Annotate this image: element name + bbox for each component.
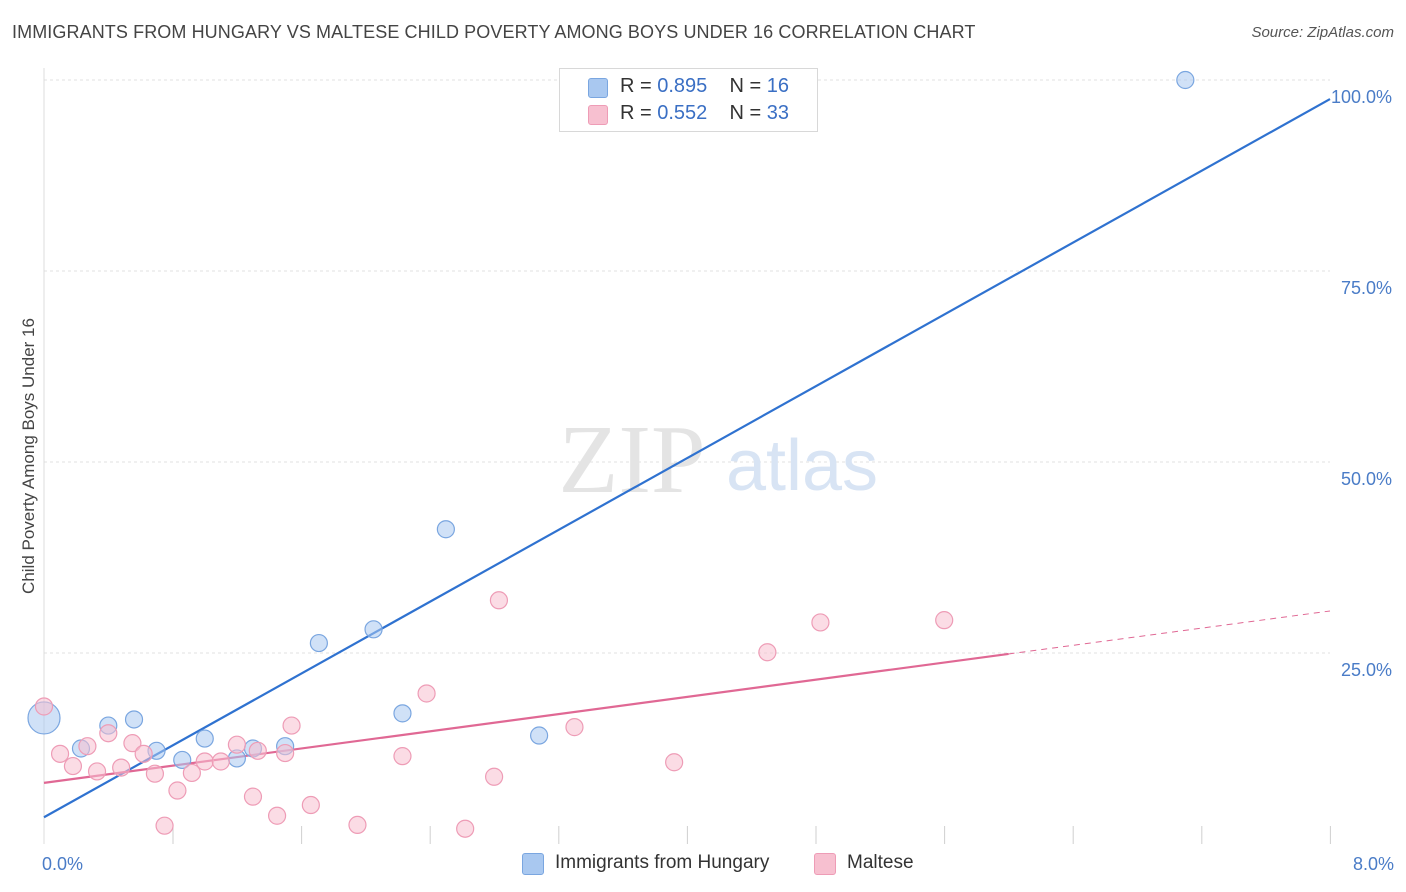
- point-maltese: [417, 684, 436, 703]
- point-maltese: [565, 718, 584, 737]
- point-maltese: [243, 787, 263, 806]
- legend-r-label: R =: [620, 75, 658, 97]
- point-maltese: [34, 697, 54, 716]
- point-maltese: [485, 767, 504, 786]
- legend-n-value: 16: [766, 75, 790, 97]
- legend-r-value: 0.895: [657, 75, 708, 97]
- legend-r-label: R =: [620, 102, 658, 124]
- legend-swatch-hungary: [588, 78, 608, 98]
- point-maltese: [456, 819, 475, 838]
- point-hungary: [530, 726, 549, 745]
- point-maltese: [393, 747, 412, 766]
- point-maltese: [665, 753, 684, 772]
- point-hungary: [1176, 70, 1195, 90]
- point-maltese: [348, 815, 367, 835]
- watermark-atlas: atlas: [726, 426, 878, 506]
- point-maltese: [112, 758, 131, 777]
- point-maltese: [489, 591, 509, 610]
- series-name-hungary: Immigrants from Hungary: [555, 852, 770, 873]
- point-maltese: [758, 643, 777, 662]
- series-swatch-hungary: [522, 853, 544, 875]
- point-maltese: [182, 763, 201, 783]
- point-maltese: [811, 613, 830, 632]
- series-swatch-maltese: [814, 853, 836, 875]
- point-hungary: [436, 520, 455, 539]
- point-maltese: [134, 744, 153, 763]
- point-maltese: [145, 764, 165, 783]
- point-maltese: [227, 735, 246, 754]
- y-tick-label: 75.0%: [1341, 278, 1392, 298]
- point-hungary: [364, 620, 383, 639]
- point-maltese: [78, 737, 97, 756]
- legend-n-value: 33: [766, 102, 790, 124]
- watermark: ZIP atlas: [559, 406, 879, 514]
- point-maltese: [63, 756, 83, 776]
- legend-n-label: N =: [729, 75, 767, 97]
- point-hungary: [309, 633, 328, 653]
- point-maltese: [195, 752, 214, 771]
- point-maltese: [276, 743, 295, 763]
- y-tick-label: 50.0%: [1341, 469, 1392, 489]
- point-maltese: [123, 734, 142, 753]
- legend-swatch-maltese: [588, 105, 608, 125]
- series-name-maltese: Maltese: [847, 852, 914, 873]
- point-maltese: [155, 816, 174, 835]
- trendline-hungary: [43, 98, 1331, 819]
- point-hungary: [195, 729, 214, 748]
- watermark-zip: ZIP: [559, 406, 706, 514]
- point-maltese: [282, 716, 301, 735]
- point-maltese: [935, 611, 954, 630]
- point-hungary: [393, 704, 412, 723]
- point-maltese: [211, 752, 230, 771]
- x-tick-label: 0.0%: [42, 854, 83, 874]
- trendline-maltese-extension: [1008, 610, 1331, 655]
- y-axis-title: Child Poverty Among Boys Under 16: [19, 318, 38, 594]
- x-tick-label: 8.0%: [1353, 854, 1394, 874]
- y-tick-label: 25.0%: [1341, 660, 1392, 680]
- point-hungary: [173, 750, 192, 770]
- legend-r-value: 0.552: [657, 102, 708, 124]
- point-maltese: [248, 741, 267, 760]
- chart-title: IMMIGRANTS FROM HUNGARY VS MALTESE CHILD…: [12, 22, 976, 42]
- y-tick-label: 100.0%: [1331, 87, 1392, 107]
- point-maltese: [87, 762, 107, 781]
- point-maltese: [168, 781, 187, 800]
- stats-legend: R = 0.895 N = 16 R = 0.552 N = 33: [559, 68, 818, 132]
- point-maltese: [301, 795, 320, 815]
- point-hungary: [124, 710, 144, 729]
- point-maltese: [99, 724, 118, 743]
- point-maltese: [267, 806, 287, 825]
- point-maltese: [50, 744, 70, 763]
- legend-n-label: N =: [729, 102, 767, 124]
- source-label: Source: ZipAtlas.com: [1251, 24, 1394, 41]
